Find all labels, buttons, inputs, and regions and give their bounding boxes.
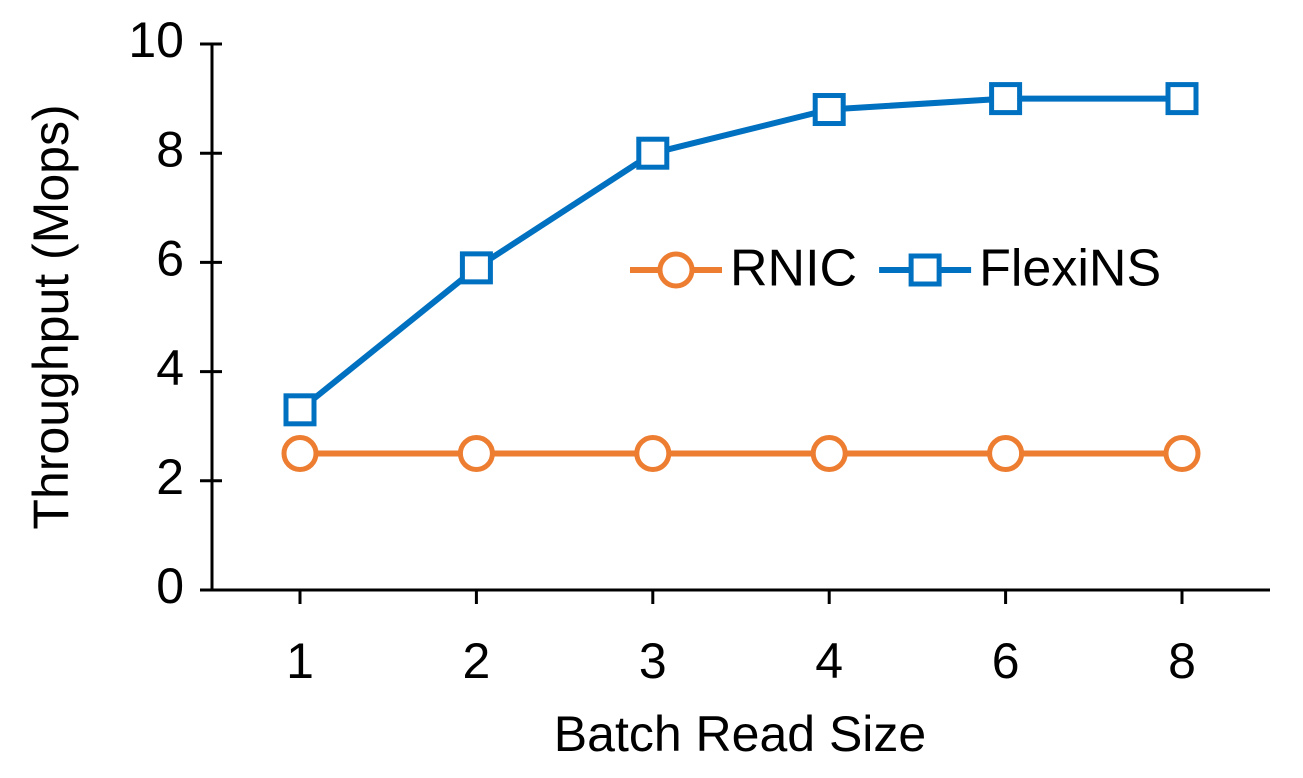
y-tick-label: 0 [156,558,184,614]
x-tick-label: 8 [1168,633,1196,689]
marker [636,136,670,170]
y-tick-label: 2 [156,449,184,505]
legend-label: RNIC [730,240,857,298]
marker [987,435,1025,472]
y-tick-label: 4 [156,340,184,396]
x-tick-label: 6 [992,633,1020,689]
y-tick-label: 10 [128,12,184,68]
legend-marker [657,251,695,289]
x-axis-title: Batch Read Size [554,706,926,762]
series-line [298,95,1182,413]
marker [281,435,319,472]
x-tick-label: 3 [639,633,667,689]
x-tick-label: 4 [815,633,843,689]
legend-label: FlexiNS [979,240,1161,298]
marker [634,435,672,472]
marker [810,435,848,472]
marker [283,393,317,427]
y-axis-title: Throughput (Mops) [23,104,79,529]
y-tick-label: 8 [156,121,184,177]
marker [1163,435,1201,472]
legend-marker [908,253,942,287]
marker [457,435,495,472]
marker [989,82,1023,116]
y-tick-label: 6 [156,231,184,287]
marker [812,93,846,127]
x-tick-label: 1 [286,633,314,689]
x-tick-label: 2 [462,633,490,689]
marker [1165,82,1199,116]
marker [459,251,493,285]
